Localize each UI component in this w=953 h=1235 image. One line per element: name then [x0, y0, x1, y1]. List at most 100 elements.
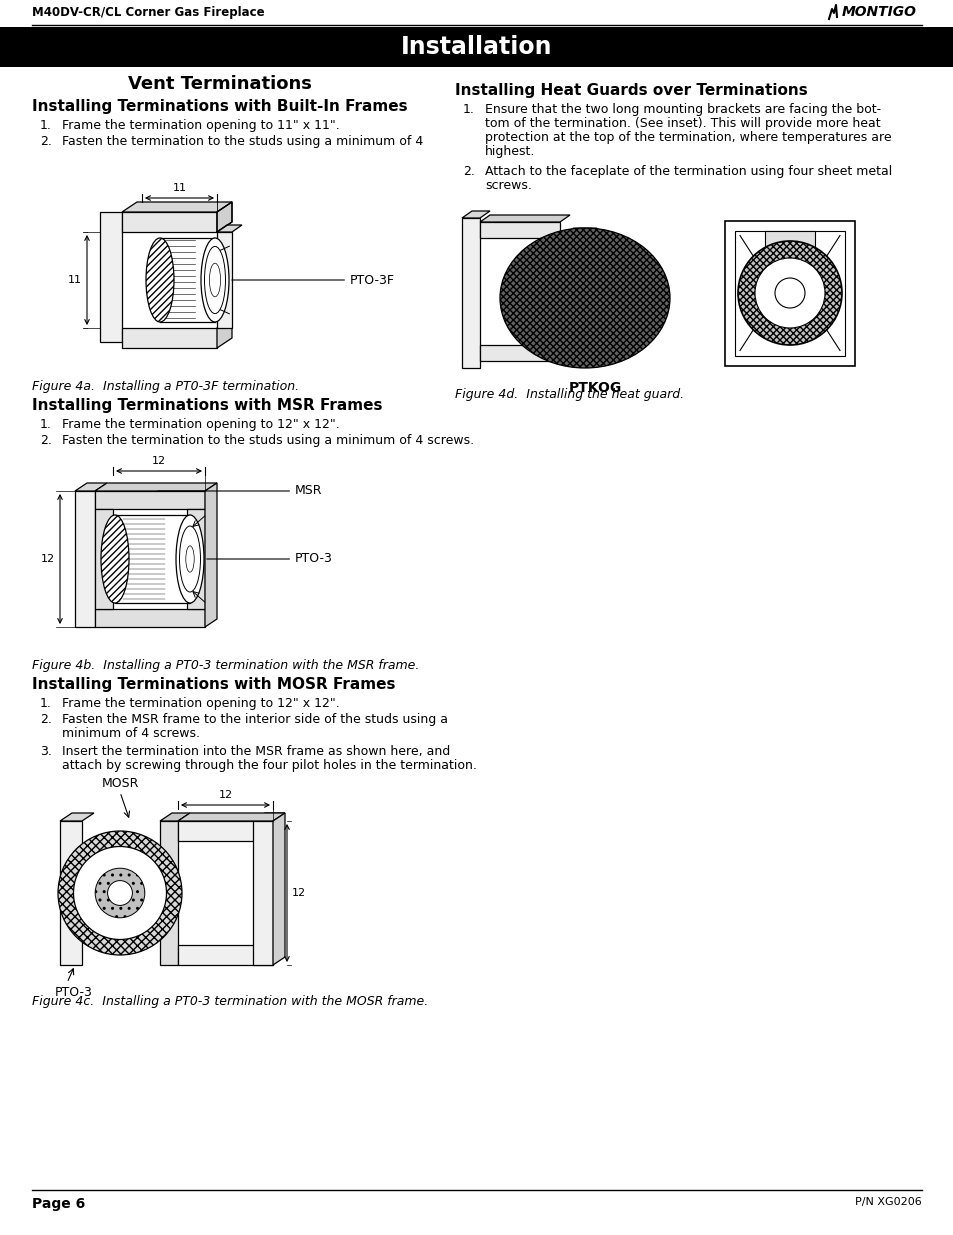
Text: P/N XG0206: P/N XG0206: [854, 1197, 921, 1207]
Bar: [461, 219, 479, 368]
Text: Figure 4a.  Installing a PT0-3F termination.: Figure 4a. Installing a PT0-3F terminati…: [32, 380, 299, 393]
Bar: [178, 821, 273, 841]
Circle shape: [738, 241, 841, 345]
Text: minimum of 4 screws.: minimum of 4 screws.: [62, 727, 200, 740]
Ellipse shape: [146, 238, 173, 322]
Text: 12: 12: [152, 456, 166, 466]
Text: PTO-3F: PTO-3F: [232, 273, 395, 287]
Text: Fasten the termination to the studs using a minimum of 4 screws.: Fasten the termination to the studs usin…: [62, 433, 474, 447]
Text: protection at the top of the termination, where temperatures are: protection at the top of the termination…: [484, 131, 891, 144]
Text: Fasten the termination to the studs using a minimum of 4: Fasten the termination to the studs usin…: [62, 135, 423, 148]
Ellipse shape: [73, 846, 167, 940]
Text: 12: 12: [218, 790, 233, 800]
Bar: [75, 492, 95, 627]
Text: Installing Terminations with MSR Frames: Installing Terminations with MSR Frames: [32, 398, 382, 412]
Text: Figure 4c.  Installing a PT0-3 termination with the MOSR frame.: Figure 4c. Installing a PT0-3 terminatio…: [32, 995, 428, 1008]
Polygon shape: [60, 813, 94, 821]
Bar: [100, 212, 122, 342]
Text: M40DV-CR/CL Corner Gas Fireplace: M40DV-CR/CL Corner Gas Fireplace: [32, 6, 264, 19]
Text: 11: 11: [172, 183, 186, 193]
Text: 12: 12: [292, 888, 306, 898]
Text: 12: 12: [41, 555, 55, 564]
Bar: [0, 27, 953, 67]
Polygon shape: [160, 813, 190, 821]
Bar: [253, 821, 273, 965]
Ellipse shape: [204, 247, 225, 314]
Ellipse shape: [499, 228, 669, 368]
Bar: [95, 492, 205, 509]
Text: 2.: 2.: [40, 433, 51, 447]
Text: Attach to the faceplate of the termination using four sheet metal: Attach to the faceplate of the terminati…: [484, 165, 891, 178]
Bar: [95, 609, 205, 627]
Text: Ensure that the two long mounting brackets are facing the bot-: Ensure that the two long mounting bracke…: [484, 103, 881, 116]
Text: Installing Terminations with MOSR Frames: Installing Terminations with MOSR Frames: [32, 677, 395, 692]
Text: highest.: highest.: [484, 144, 535, 158]
Text: PTO-3: PTO-3: [55, 986, 92, 999]
Bar: [479, 345, 559, 361]
Text: 3.: 3.: [40, 745, 51, 758]
Text: Vent Terminations: Vent Terminations: [128, 75, 312, 93]
Bar: [95, 509, 112, 609]
Bar: [122, 329, 216, 348]
Ellipse shape: [179, 526, 200, 592]
Polygon shape: [573, 345, 597, 358]
Ellipse shape: [58, 831, 182, 955]
Text: Insert the termination into the MSR frame as shown here, and: Insert the termination into the MSR fram…: [62, 745, 450, 758]
Text: Installation: Installation: [401, 35, 552, 59]
Bar: [479, 222, 559, 238]
Ellipse shape: [209, 263, 220, 296]
Text: PTKOG: PTKOG: [568, 382, 621, 395]
Text: Installing Terminations with Built-In Frames: Installing Terminations with Built-In Fr…: [32, 99, 407, 114]
Ellipse shape: [186, 546, 194, 572]
Text: 2.: 2.: [462, 165, 475, 178]
Ellipse shape: [108, 881, 132, 905]
Text: MOSR: MOSR: [101, 777, 138, 790]
Bar: [122, 212, 216, 232]
Text: 1.: 1.: [462, 103, 475, 116]
Polygon shape: [216, 225, 242, 232]
Bar: [216, 232, 232, 329]
Text: MONTIGO: MONTIGO: [841, 5, 916, 19]
Bar: [724, 221, 854, 366]
Text: 2.: 2.: [40, 713, 51, 726]
Ellipse shape: [101, 515, 129, 603]
Text: tom of the termination. (See inset). This will provide more heat: tom of the termination. (See inset). Thi…: [484, 117, 880, 130]
Polygon shape: [559, 338, 569, 361]
Polygon shape: [178, 813, 285, 821]
Polygon shape: [205, 483, 216, 627]
Polygon shape: [273, 813, 285, 965]
Bar: [187, 509, 205, 609]
Text: 11: 11: [68, 275, 82, 285]
Text: screws.: screws.: [484, 179, 532, 191]
Ellipse shape: [95, 868, 145, 918]
Ellipse shape: [175, 515, 204, 603]
Polygon shape: [216, 203, 232, 232]
Text: 1.: 1.: [40, 697, 51, 710]
Text: Installing Heat Guards over Terminations: Installing Heat Guards over Terminations: [455, 83, 807, 98]
Bar: [734, 231, 844, 356]
Bar: [764, 231, 814, 248]
Polygon shape: [461, 211, 490, 219]
Circle shape: [774, 278, 804, 308]
Polygon shape: [573, 228, 597, 238]
Text: Frame the termination opening to 11" x 11".: Frame the termination opening to 11" x 1…: [62, 119, 339, 132]
Text: PTO-3: PTO-3: [207, 552, 333, 566]
Text: Fasten the MSR frame to the interior side of the studs using a: Fasten the MSR frame to the interior sid…: [62, 713, 448, 726]
Text: 2.: 2.: [40, 135, 51, 148]
Text: Page 6: Page 6: [32, 1197, 85, 1212]
Text: Frame the termination opening to 12" x 12".: Frame the termination opening to 12" x 1…: [62, 417, 339, 431]
Bar: [160, 238, 214, 322]
Text: 1.: 1.: [40, 417, 51, 431]
Polygon shape: [75, 483, 107, 492]
Ellipse shape: [201, 238, 229, 322]
Polygon shape: [216, 317, 232, 348]
Bar: [60, 821, 82, 965]
Text: Figure 4d.  Installing the heat guard.: Figure 4d. Installing the heat guard.: [455, 388, 683, 401]
Polygon shape: [479, 215, 569, 222]
Polygon shape: [253, 813, 285, 821]
Circle shape: [754, 258, 824, 329]
Text: 1.: 1.: [40, 119, 51, 132]
Text: Figure 4b.  Installing a PT0-3 termination with the MSR frame.: Figure 4b. Installing a PT0-3 terminatio…: [32, 659, 419, 672]
Polygon shape: [95, 483, 216, 492]
Text: attach by screwing through the four pilot holes in the termination.: attach by screwing through the four pilo…: [62, 760, 476, 772]
